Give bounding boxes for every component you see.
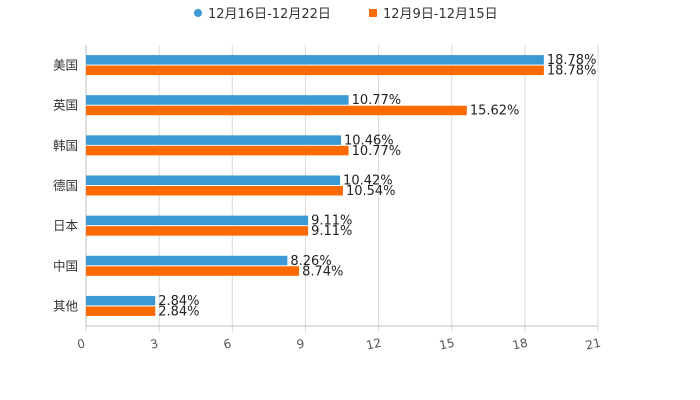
data-label-series-1: 2.84% bbox=[158, 294, 199, 309]
data-label-series-1: 10.77% bbox=[352, 93, 402, 108]
bar-series-1[interactable] bbox=[86, 215, 309, 226]
bar-series-2[interactable] bbox=[86, 306, 156, 316]
y-category-label: 美国 bbox=[53, 58, 78, 73]
legend: 12月16日-12月22日 12月9日-12月15日 bbox=[0, 3, 700, 23]
data-label-series-1: 18.78% bbox=[547, 53, 597, 68]
data-label-series-2: 8.74% bbox=[302, 264, 343, 279]
x-tick-label: 9 bbox=[295, 336, 305, 351]
bar-series-1[interactable] bbox=[86, 55, 544, 65]
data-label-series-2: 10.77% bbox=[352, 144, 402, 159]
bar-series-1[interactable] bbox=[86, 95, 349, 105]
bar-series-2[interactable] bbox=[86, 226, 309, 236]
bar-series-2[interactable] bbox=[86, 65, 544, 76]
bar-series-1[interactable] bbox=[86, 175, 341, 186]
y-category-label: 中国 bbox=[53, 258, 78, 273]
bar-series-2[interactable] bbox=[86, 186, 343, 196]
x-tick-label: 21 bbox=[584, 336, 602, 353]
x-tick-label: 3 bbox=[149, 336, 159, 351]
data-label-series-2: 15.62% bbox=[470, 104, 520, 119]
x-tick-label: 6 bbox=[222, 336, 232, 351]
data-label-series-1: 10.46% bbox=[344, 133, 394, 148]
data-label-series-2: 9.11% bbox=[311, 224, 352, 239]
data-label-series-1: 10.42% bbox=[343, 174, 393, 189]
legend-marker-series-1 bbox=[194, 8, 202, 17]
bar-series-1[interactable] bbox=[86, 295, 156, 306]
y-category-label: 韩国 bbox=[53, 138, 78, 153]
y-category-label: 德国 bbox=[53, 178, 78, 193]
data-label-series-2: 18.78% bbox=[547, 64, 597, 79]
legend-label-series-1: 12月16日-12月22日 bbox=[208, 7, 331, 22]
data-label-series-1: 9.11% bbox=[311, 214, 352, 229]
legend-label-series-2: 12月9日-12月15日 bbox=[383, 7, 498, 22]
bar-series-2[interactable] bbox=[86, 145, 349, 156]
legend-marker-series-2 bbox=[369, 8, 377, 17]
y-category-label: 其他 bbox=[53, 298, 79, 313]
data-label-series-1: 8.26% bbox=[290, 254, 331, 269]
bar-series-2[interactable] bbox=[86, 266, 300, 276]
x-tick-label: 0 bbox=[76, 336, 86, 351]
legend-item-series-2[interactable]: 12月9日-12月15日 bbox=[369, 3, 498, 22]
y-category-label: 日本 bbox=[53, 218, 79, 233]
bar-series-2[interactable] bbox=[86, 105, 467, 116]
x-tick-label: 12 bbox=[365, 336, 383, 353]
x-tick-label: 15 bbox=[438, 336, 456, 353]
x-tick-label: 18 bbox=[511, 336, 529, 353]
y-category-label: 英国 bbox=[53, 98, 78, 113]
data-label-series-2: 2.84% bbox=[158, 304, 199, 319]
bar-series-1[interactable] bbox=[86, 135, 342, 145]
legend-item-series-1[interactable]: 12月16日-12月22日 bbox=[194, 3, 331, 22]
data-label-series-2: 10.54% bbox=[346, 184, 396, 199]
bar-series-1[interactable] bbox=[86, 255, 288, 266]
